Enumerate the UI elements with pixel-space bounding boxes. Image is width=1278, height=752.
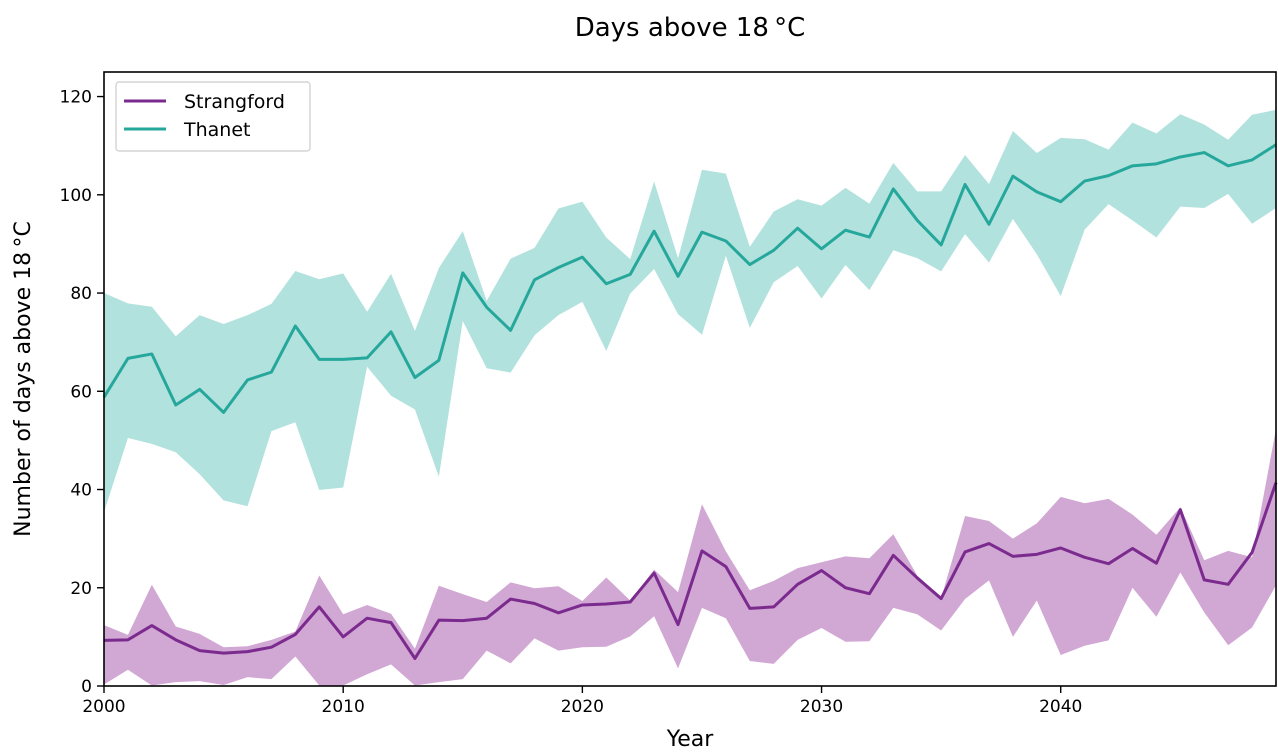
y-tick-label: 60 [70, 382, 92, 402]
x-tick-label: 2020 [561, 697, 604, 717]
y-tick-label: 80 [70, 284, 92, 304]
y-axis-label: Number of days above 18 °C [11, 221, 36, 537]
x-tick-label: 2030 [800, 697, 843, 717]
band-strangford [104, 429, 1276, 686]
y-tick-label: 20 [70, 579, 92, 599]
x-axis: 2000 2010 2020 2030 2040 [82, 686, 1082, 717]
uncertainty-bands [104, 109, 1276, 686]
y-tick-label: 120 [60, 88, 92, 108]
x-tick-label: 2010 [322, 697, 365, 717]
y-tick-label: 100 [60, 186, 92, 206]
y-tick-label: 40 [70, 481, 92, 501]
band-thanet [104, 109, 1276, 513]
y-tick-label: 0 [81, 677, 92, 697]
plot-frame [103, 71, 1277, 687]
series-line-thanet [102, 143, 1277, 414]
chart-title: Days above 18 °C [575, 13, 806, 43]
x-tick-label: 2000 [82, 697, 125, 717]
legend-label-strangford: Strangford [184, 91, 285, 113]
legend-box [115, 81, 311, 152]
series-line-strangford [103, 482, 1278, 660]
x-tick-label: 2040 [1039, 697, 1082, 717]
legend-label-thanet: Thanet [183, 119, 250, 141]
legend: Strangford Thanet [115, 81, 311, 152]
x-axis-label: Year [666, 727, 715, 752]
y-axis: 0 20 40 60 80 100 120 [60, 88, 104, 697]
series-lines [102, 143, 1278, 660]
